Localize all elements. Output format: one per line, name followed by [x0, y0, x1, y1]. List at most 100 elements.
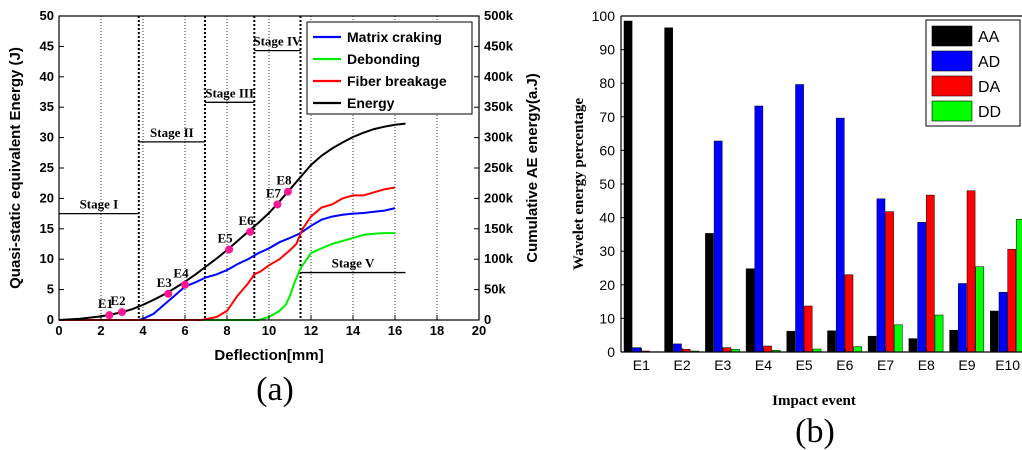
x-tick-label: 4 [139, 323, 147, 338]
bar [632, 347, 642, 353]
bar [966, 190, 976, 353]
event-label: E2 [110, 293, 125, 308]
y2-tick-label: 500k [484, 8, 514, 23]
bar [926, 194, 935, 353]
event-marker [225, 245, 234, 254]
bar [949, 329, 958, 353]
bar [1007, 248, 1017, 353]
x-tick-label: E3 [714, 357, 731, 373]
x-tick-label: 18 [430, 323, 444, 338]
series-line [58, 122, 406, 321]
y-tick-label: 15 [40, 221, 54, 236]
event-marker [246, 227, 255, 236]
bar [934, 314, 944, 353]
x-axis-label: Deflection[mm] [214, 347, 323, 364]
stage-label: Stage V [332, 256, 375, 271]
y2-tick-label: 450k [484, 38, 514, 53]
y2-tick-label: 300k [484, 130, 514, 145]
y-tick-label: 20 [40, 190, 54, 205]
event-marker [118, 308, 126, 317]
chart-b-wavelet-energy: 0 10 20 30 40 50 60 70 80 90 100 E1 E2 E3 E4 E5 E6 E7 E8 E9… [571, 8, 1022, 409]
event-marker [181, 280, 189, 289]
x-tick-label: E4 [755, 357, 772, 373]
y2-tick-label: 100k [484, 251, 514, 266]
legend-swatch [931, 50, 973, 72]
event-label: E6 [239, 213, 255, 228]
y-tick-label: 35 [40, 99, 54, 114]
bar [664, 27, 673, 353]
y-tick-label: 30 [40, 130, 54, 145]
x-tick-label: E8 [918, 357, 935, 373]
bar [885, 211, 894, 353]
bar [844, 274, 854, 353]
bar [894, 324, 903, 353]
y2-tick-label: 50k [484, 282, 506, 297]
event-label: E5 [218, 230, 234, 245]
bar [998, 291, 1008, 353]
event-marker [273, 200, 282, 209]
x-tick-label: 10 [262, 323, 276, 338]
legend-label: AD [978, 54, 1000, 71]
stage-label: Stage III [205, 85, 254, 100]
y2-tick-label: 150k [484, 221, 514, 236]
y-tick-label: 10 [599, 310, 615, 326]
x-tick-label: E1 [633, 357, 650, 373]
y2-axis-label: Cumulative AE energy(a.J) [524, 73, 541, 263]
y2-tick-label: 400k [484, 69, 514, 84]
bar [867, 335, 877, 353]
x-tick-label: 12 [304, 323, 318, 338]
stage-label: Stage IV [253, 34, 302, 49]
x-tick-label: E2 [673, 357, 690, 373]
event-label: E8 [276, 173, 292, 188]
bar [975, 266, 985, 353]
x-tick-label: E5 [796, 357, 813, 373]
legend-swatch [931, 100, 973, 122]
bar [795, 84, 804, 353]
x-tick-label: 20 [472, 323, 486, 338]
bar [786, 330, 796, 353]
stage-label: Stage I [80, 197, 119, 212]
bar [713, 140, 723, 353]
x-tick-label: 2 [97, 323, 104, 338]
bar [990, 310, 999, 353]
x-tick-label: E6 [836, 357, 853, 373]
y-tick-label: 40 [40, 69, 54, 84]
y-axis-label: Quasi-static equivalent Energy (J) [7, 47, 24, 289]
y-tick-label: 45 [40, 38, 54, 53]
bar [876, 198, 886, 353]
bar [763, 345, 772, 353]
x-tick-label: E9 [958, 357, 975, 373]
legend-label: AA [978, 29, 1000, 46]
event-marker [105, 311, 114, 320]
y-tick-label: 50 [599, 176, 615, 192]
legend-label: DA [978, 79, 1001, 96]
y-tick-label: 60 [599, 142, 615, 158]
y-axis-label: Wavelet energy percentage [571, 98, 587, 271]
bar [754, 105, 764, 353]
y2-tick-label: 250k [484, 160, 514, 175]
bar [908, 338, 918, 353]
event-marker [283, 187, 292, 196]
y2-tick-label: 0 [484, 312, 491, 327]
x-tick-label: 6 [181, 323, 188, 338]
y-tick-label: 50 [40, 8, 54, 23]
event-label: E4 [173, 266, 189, 281]
y-tick-label: 20 [599, 277, 615, 293]
y-tick-label: 30 [599, 243, 615, 259]
stage-label: Stage II [150, 125, 194, 140]
y-tick-label: 0 [607, 344, 615, 360]
y-tick-label: 80 [599, 75, 615, 91]
bar [853, 346, 862, 353]
series-line [59, 232, 395, 321]
y-tick-label: 0 [47, 312, 54, 327]
y-tick-label: 40 [599, 210, 615, 226]
y-tick-label: 25 [40, 160, 54, 175]
bar [673, 343, 682, 353]
y-tick-label: 90 [599, 42, 615, 58]
bar [745, 268, 755, 353]
y2-tick-label: 200k [484, 190, 514, 205]
panel-b-label: (b) [795, 413, 835, 450]
chart-a-deflection-energy: Stage I Stage II Stage III Stage IV Stage V E… [7, 8, 541, 364]
bar [803, 305, 813, 353]
